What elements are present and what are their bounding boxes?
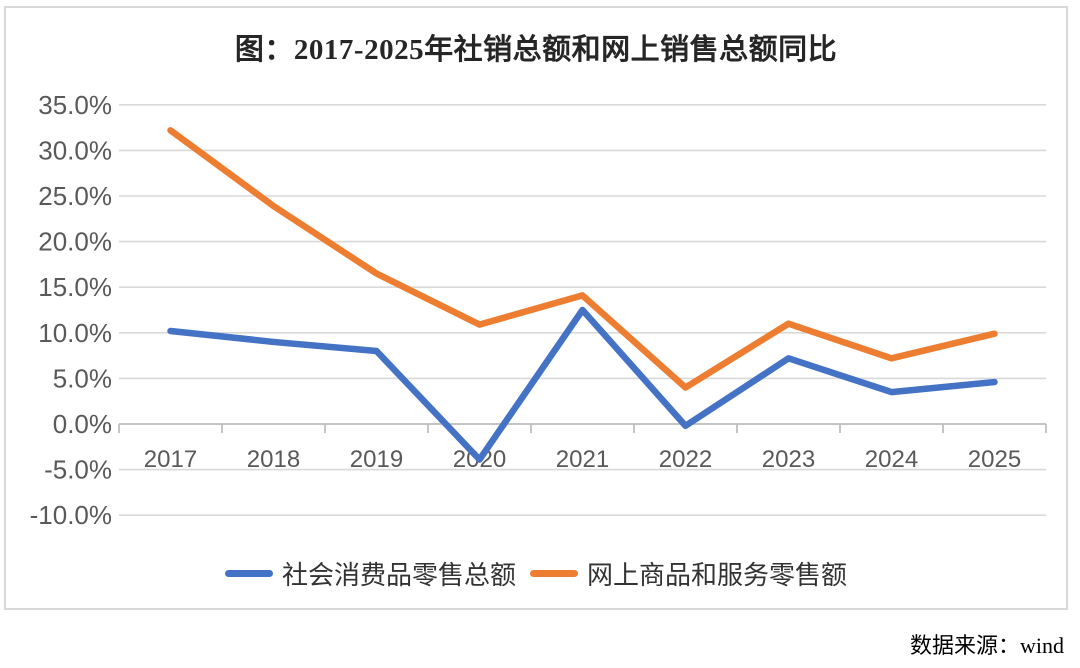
y-axis-tick-label: 15.0% — [38, 272, 112, 302]
x-axis-tick-label: 2024 — [865, 446, 918, 473]
legend-item-online-retail: 网上商品和服务零售额 — [530, 555, 847, 592]
y-axis-tick-label: 10.0% — [38, 318, 112, 348]
x-axis-tick-label: 2018 — [247, 446, 300, 473]
y-axis-tick-label: 35.0% — [38, 90, 112, 120]
y-axis-tick-label: -10.0% — [30, 500, 112, 530]
y-axis-tick-label: 0.0% — [53, 409, 112, 439]
legend-label-online-retail: 网上商品和服务零售额 — [587, 560, 848, 590]
legend-line-swatch-blue — [224, 569, 273, 577]
legend-item-retail-total: 社会消费品零售总额 — [224, 555, 516, 592]
y-axis-tick-label: 20.0% — [38, 227, 112, 257]
x-axis-tick-label: 2021 — [556, 446, 609, 473]
y-axis-tick-label: 25.0% — [38, 181, 112, 211]
x-axis-tick-label: 2025 — [968, 446, 1021, 473]
x-axis-tick-label: 2022 — [659, 446, 712, 473]
x-axis-tick-label: 2023 — [762, 446, 815, 473]
legend-line-swatch-orange — [530, 569, 578, 577]
chart-frame: 图：2017-2025年社销总额和网上销售总额同比 社会消费品零售总额 网上商品… — [4, 6, 1068, 610]
x-axis-tick-label: 2017 — [144, 446, 197, 473]
x-axis-tick-label: 2019 — [350, 446, 403, 473]
y-axis-tick-label: -5.0% — [44, 455, 112, 485]
series-line-网上商品和服务零售额 — [167, 127, 998, 391]
chart-title: 图：2017-2025年社销总额和网上销售总额同比 — [234, 34, 838, 66]
data-source-note: 数据来源：wind — [909, 633, 1064, 658]
y-axis-tick-label: 30.0% — [38, 135, 112, 165]
y-axis-tick-label: 5.0% — [53, 363, 112, 393]
chart-legend: 社会消费品零售总额 网上商品和服务零售额 — [6, 556, 1066, 590]
series-line-社会消费品零售总额 — [167, 306, 998, 463]
legend-label-retail-total: 社会消费品零售总额 — [281, 560, 516, 590]
